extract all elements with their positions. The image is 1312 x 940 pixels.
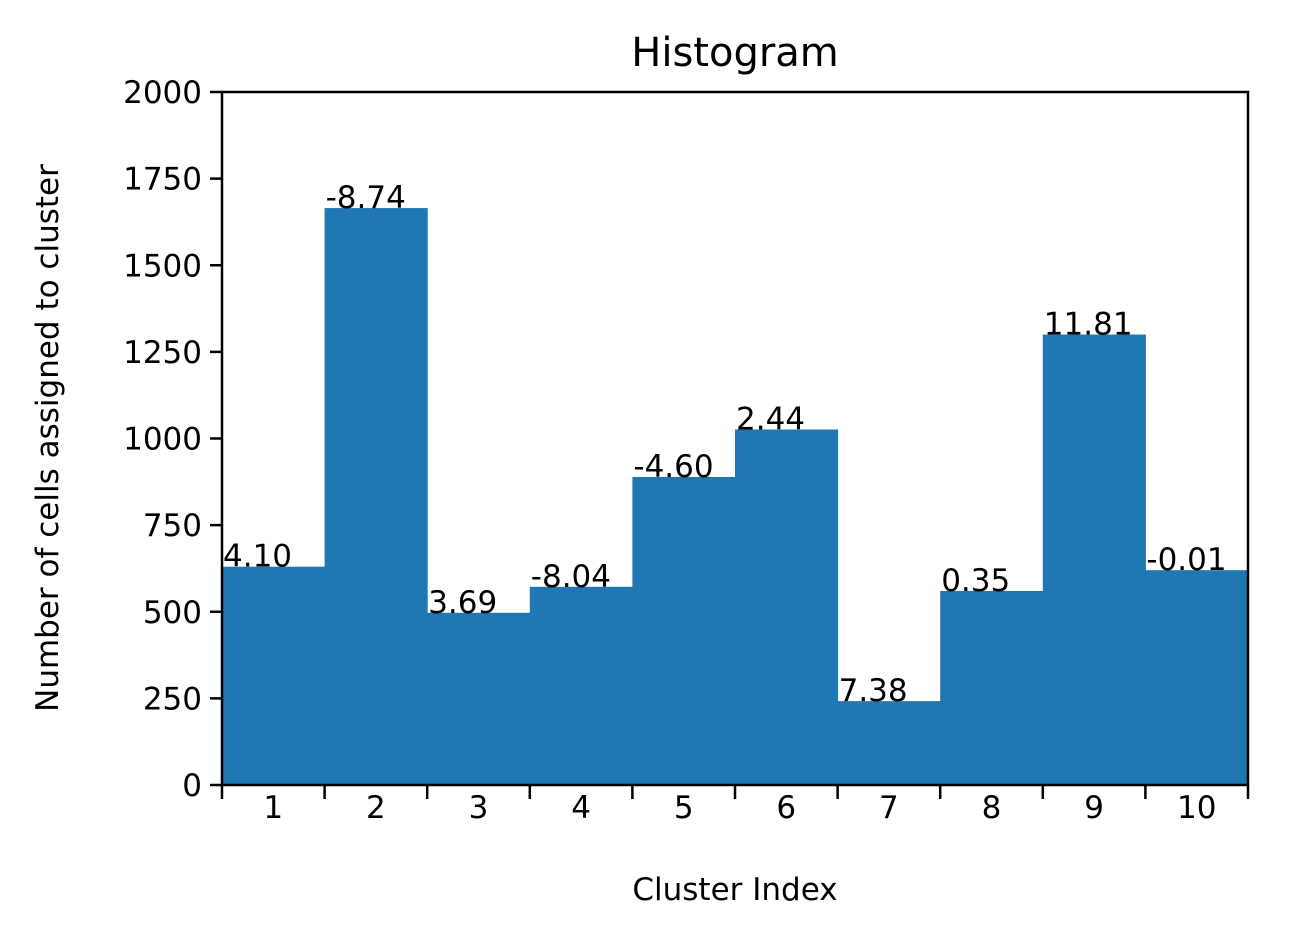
- bar-7: [837, 701, 941, 785]
- x-tick-label: 1: [263, 790, 283, 826]
- data-label-1: 4.10: [223, 539, 292, 575]
- data-label-4: -8.04: [531, 559, 611, 595]
- bar-8: [940, 590, 1044, 785]
- bar-2: [324, 208, 428, 785]
- bar-6: [735, 429, 839, 785]
- x-tick-label: 2: [366, 790, 386, 826]
- chart-title: Histogram: [631, 30, 839, 76]
- y-tick-label: 0: [182, 768, 202, 804]
- data-label-7: 7.38: [839, 673, 908, 709]
- data-label-9: 11.81: [1044, 307, 1133, 343]
- x-tick-label: 7: [879, 790, 899, 826]
- y-tick-label: 2000: [123, 75, 202, 111]
- y-tick-label: 250: [143, 681, 202, 717]
- y-tick-label: 1750: [123, 162, 202, 198]
- y-axis-label: Number of cells assigned to cluster: [30, 164, 66, 712]
- x-tick-label: 9: [1084, 790, 1104, 826]
- data-label-8: 0.35: [941, 563, 1010, 599]
- bar-3: [427, 612, 531, 785]
- x-tick-label: 3: [469, 790, 489, 826]
- x-tick-label: 8: [982, 790, 1002, 826]
- y-tick-label: 1500: [123, 248, 202, 284]
- bar-5: [632, 476, 736, 785]
- data-label-6: 2.44: [736, 401, 805, 437]
- y-tick-label: 500: [143, 595, 202, 631]
- y-tick-label: 750: [143, 508, 202, 544]
- data-labels-group: 4.10 -8.74 3.69 -8.04 -4.60 2.44 7.38 0.35 11.81…: [223, 180, 1227, 709]
- y-tick-label: 1250: [123, 335, 202, 371]
- bar-9: [1042, 334, 1146, 785]
- bar-1: [222, 566, 326, 785]
- y-tick-label: 1000: [123, 422, 202, 458]
- x-axis: 1 2 3 4 5 6 7 8 9 10: [220, 785, 1250, 826]
- x-tick-label: 10: [1177, 790, 1216, 826]
- x-axis-label: Cluster Index: [632, 872, 837, 908]
- bar-4: [529, 586, 633, 785]
- data-label-5: -4.60: [633, 449, 713, 485]
- x-tick-label: 5: [674, 790, 694, 826]
- bar-10: [1145, 570, 1249, 785]
- data-label-2: -8.74: [326, 180, 406, 216]
- data-label-3: 3.69: [428, 585, 497, 621]
- data-label-10: -0.01: [1146, 542, 1226, 578]
- x-tick-label: 4: [571, 790, 591, 826]
- bars-group: [222, 208, 1249, 785]
- y-axis: 0 250 500 750 1000 1250 1500 1750 2000: [123, 75, 222, 804]
- x-tick-label: 6: [776, 790, 796, 826]
